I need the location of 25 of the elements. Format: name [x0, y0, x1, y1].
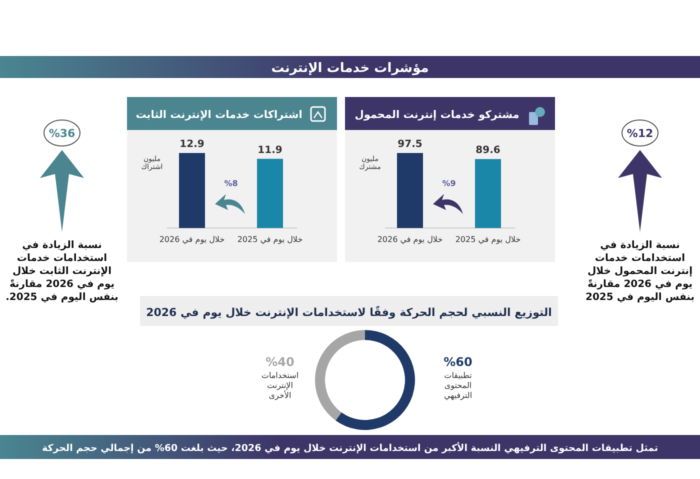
data-label: 89.6: [476, 145, 500, 156]
text: نسبة الزيادة في استخدامات خدمات إنترنت المحمول خلال يوم في 2026 مقارنةً بنفس اليوم في 2025: [586, 240, 694, 303]
x-tick-label: خلال يوم في 2026: [377, 235, 443, 244]
data-label: %40: [266, 355, 294, 369]
data-label: %60: [444, 355, 472, 369]
x-tick-label: خلال يوم في 2026: [159, 235, 225, 244]
text: نسبة الزيادة في استخدامات خدمات الإنترنت الثابت خلال يوم في 2026 مقارنةً بنفس اليوم في 2025.: [6, 240, 118, 303]
x-tick-label: خلال يوم في 2025: [237, 235, 303, 244]
chart-title: التوزيع النسبي لحجم الحركة وفقًا لاستخدامات الإنترنت خلال يوم في 2026: [146, 304, 552, 319]
data-label: 12.9: [180, 139, 204, 150]
donut-slice: [336, 330, 415, 430]
annotation: %8: [224, 179, 238, 188]
data-label: 97.5: [398, 139, 422, 150]
text: تمثل تطبيقات المحتوى الترفيهي النسبة الأكبر من استخدامات الإنترنت خلال يوم في 2026، حيث بلغت 60% من إجمالي حجم الحركة: [42, 442, 658, 454]
text: %36: [48, 127, 76, 140]
slice-label: استخدامات الإنترنت الأخرى: [261, 371, 299, 400]
annotation: %9: [442, 179, 456, 188]
text: مؤشرات خدمات الإنترنت: [271, 61, 429, 76]
data-label: 11.9: [258, 144, 282, 156]
donut-slice: [315, 330, 365, 420]
text: %12: [626, 127, 654, 140]
chart-title: مشتركو خدمات إنترنت المحمول: [354, 109, 520, 121]
chart-title: اشتراكات خدمات الإنترنت الثابت: [136, 109, 302, 121]
slice-label: تطبيقات المحتوى الترفيهي: [444, 371, 472, 400]
x-tick-label: خلال يوم في 2025: [455, 235, 521, 244]
